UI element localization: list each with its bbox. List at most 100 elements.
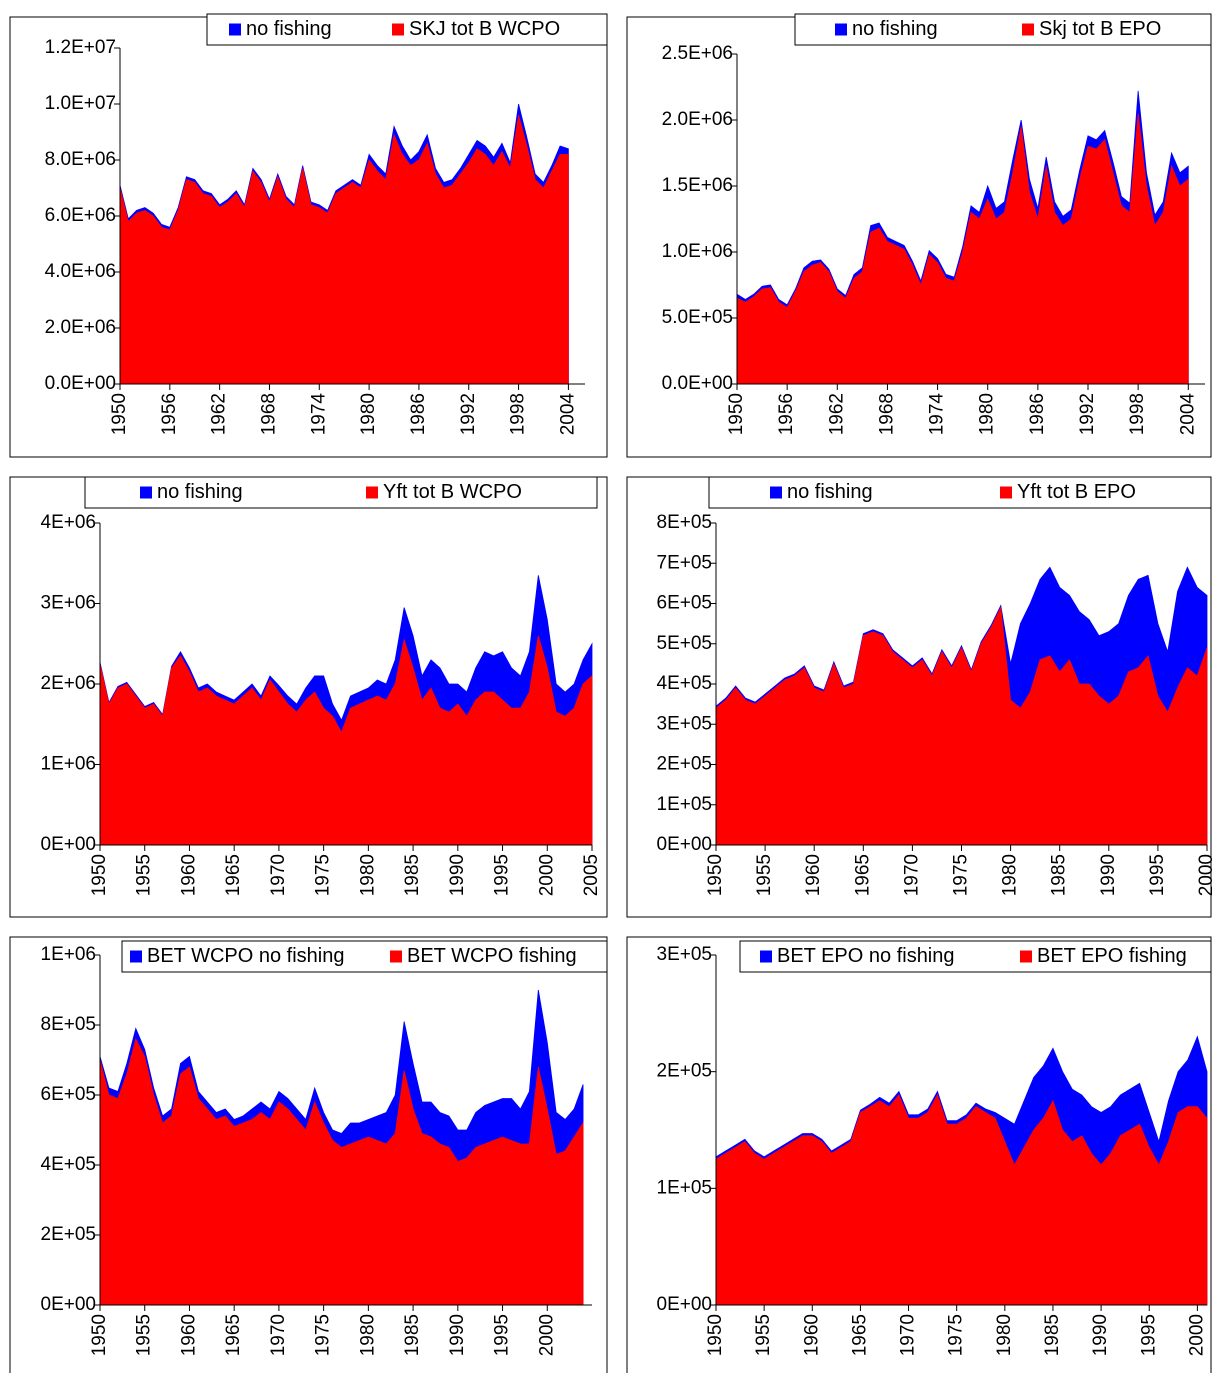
legend-swatch: [390, 950, 402, 963]
legend-swatch: [835, 23, 847, 36]
legend-swatch: [140, 486, 152, 499]
y-tick-label: 5.0E+05: [662, 307, 733, 328]
legend-label: BET WCPO no fishing: [147, 945, 344, 967]
y-tick-label: 2.5E+06: [662, 43, 733, 64]
x-tick-label: 1985: [402, 854, 423, 896]
x-tick-label: 1992: [1077, 393, 1098, 435]
y-tick-label: 0E+00: [41, 834, 96, 855]
legend-label: Yft tot B EPO: [1017, 481, 1136, 503]
x-tick-label: 2000: [1196, 854, 1213, 896]
legend-label: BET WCPO fishing: [407, 945, 577, 967]
y-tick-label: 6.0E+06: [45, 205, 116, 226]
x-tick-label: 2000: [536, 854, 557, 896]
legend-swatch: [130, 950, 142, 963]
x-tick-label: 1956: [159, 393, 180, 435]
x-tick-label: 1986: [1027, 393, 1048, 435]
y-tick-label: 3E+06: [41, 593, 96, 614]
x-tick-label: 1975: [951, 854, 972, 896]
y-tick-label: 4.0E+06: [45, 261, 116, 282]
x-tick-label: 1956: [776, 393, 797, 435]
x-tick-label: 1980: [357, 1314, 378, 1356]
x-tick-label: 1974: [308, 393, 329, 436]
legend-label: Yft tot B WCPO: [383, 481, 522, 503]
legend: no fishing Yft tot B WCPO: [84, 476, 598, 509]
y-tick-label: 1E+06: [41, 944, 96, 965]
area: [119, 115, 569, 385]
x-tick-label: 1960: [178, 854, 199, 896]
x-tick-label: 1970: [898, 1314, 919, 1356]
x-tick-label: 1970: [901, 854, 922, 896]
x-tick-label: 1960: [803, 854, 824, 896]
x-tick-label: 1965: [852, 854, 873, 896]
x-tick-label: 1965: [223, 1314, 244, 1356]
x-tick-label: 1970: [268, 1314, 289, 1356]
y-tick-label: 7E+05: [657, 552, 712, 573]
x-tick-label: 1970: [268, 854, 289, 896]
y-tick-label: 6E+05: [41, 1084, 96, 1105]
y-tick-label: 4E+05: [41, 1154, 96, 1175]
x-tick-label: 1986: [408, 393, 429, 435]
x-tick-label: 1992: [458, 393, 479, 435]
x-tick-label: 1990: [1090, 1314, 1111, 1356]
x-tick-label: 2000: [536, 1314, 557, 1356]
x-tick-label: 1975: [313, 1314, 334, 1356]
x-tick-label: 1985: [1049, 854, 1070, 896]
x-tick-label: 1955: [753, 1314, 774, 1356]
x-tick-label: 1985: [1042, 1314, 1063, 1356]
chart-panel: 0E+00 2E+05 4E+05 6E+05 8E+05 1E+06 1950 1955 19…: [9, 936, 608, 1373]
legend-swatch: [366, 486, 378, 499]
x-tick-label: 1968: [258, 393, 279, 435]
y-tick-label: 2.0E+06: [45, 317, 116, 338]
y-tick-label: 2.0E+06: [662, 109, 733, 130]
y-tick-label: 2E+05: [41, 1224, 96, 1245]
y-tick-label: 8E+05: [41, 1014, 96, 1035]
x-tick-label: 1965: [849, 1314, 870, 1356]
y-tick-label: 1.0E+07: [45, 93, 116, 114]
x-tick-label: 1955: [134, 854, 155, 896]
y-tick-label: 4E+05: [657, 673, 712, 694]
legend-frame: [794, 13, 1212, 46]
legend-label: BET EPO fishing: [1037, 945, 1187, 967]
x-tick-label: 1985: [402, 1314, 423, 1356]
x-tick-label: 1980: [977, 393, 998, 435]
y-tick-label: 1E+06: [41, 754, 96, 775]
area: [99, 1037, 584, 1306]
x-tick-label: 1980: [358, 393, 379, 435]
y-tick-label: 0.0E+00: [45, 373, 116, 394]
legend-label: SKJ tot B WCPO: [409, 18, 560, 40]
x-tick-label: 1962: [209, 393, 230, 435]
x-tick-label: 1950: [89, 1314, 110, 1356]
legend-swatch: [760, 950, 772, 963]
area: [715, 1094, 1208, 1306]
y-tick-label: 8.0E+06: [45, 149, 116, 170]
x-tick-label: 1950: [89, 854, 110, 896]
legend-frame: [206, 13, 608, 46]
x-tick-label: 1975: [946, 1314, 967, 1356]
x-tick-label: 1980: [1000, 854, 1021, 896]
chart-panel: 0.0E+00 5.0E+05 1.0E+06 1.5E+06 2.0E+06 2.5E+…: [626, 13, 1212, 458]
legend-frame: [708, 476, 1212, 509]
y-tick-label: 2E+05: [657, 1061, 712, 1082]
x-tick-label: 1990: [447, 854, 468, 896]
x-tick-label: 1950: [705, 1314, 726, 1356]
x-tick-label: 1965: [223, 854, 244, 896]
x-tick-label: 1955: [754, 854, 775, 896]
x-tick-label: 1980: [994, 1314, 1015, 1356]
legend-label: BET EPO no fishing: [777, 945, 955, 967]
chart-panel: 0E+00 1E+05 2E+05 3E+05 1950 1955 1960 1965 1970…: [626, 936, 1212, 1373]
chart-panel: 0E+00 1E+05 2E+05 3E+05 4E+05 5E+05 6E+05 7E+05…: [626, 476, 1213, 918]
x-tick-label: 1995: [1138, 1314, 1159, 1356]
legend-frame: [84, 476, 598, 509]
legend-swatch: [1020, 950, 1032, 963]
y-tick-label: 6E+05: [657, 593, 712, 614]
legend-swatch: [1000, 486, 1012, 499]
x-tick-label: 1975: [313, 854, 334, 896]
x-tick-label: 1998: [508, 393, 529, 435]
x-tick-label: 1995: [492, 854, 513, 896]
legend-label: Skj tot B EPO: [1039, 18, 1161, 40]
legend-label: no fishing: [787, 481, 873, 503]
legend-swatch: [770, 486, 782, 499]
y-tick-label: 8E+05: [657, 512, 712, 533]
x-tick-label: 2000: [1186, 1314, 1207, 1356]
legend: no fishing Yft tot B EPO: [708, 476, 1212, 509]
